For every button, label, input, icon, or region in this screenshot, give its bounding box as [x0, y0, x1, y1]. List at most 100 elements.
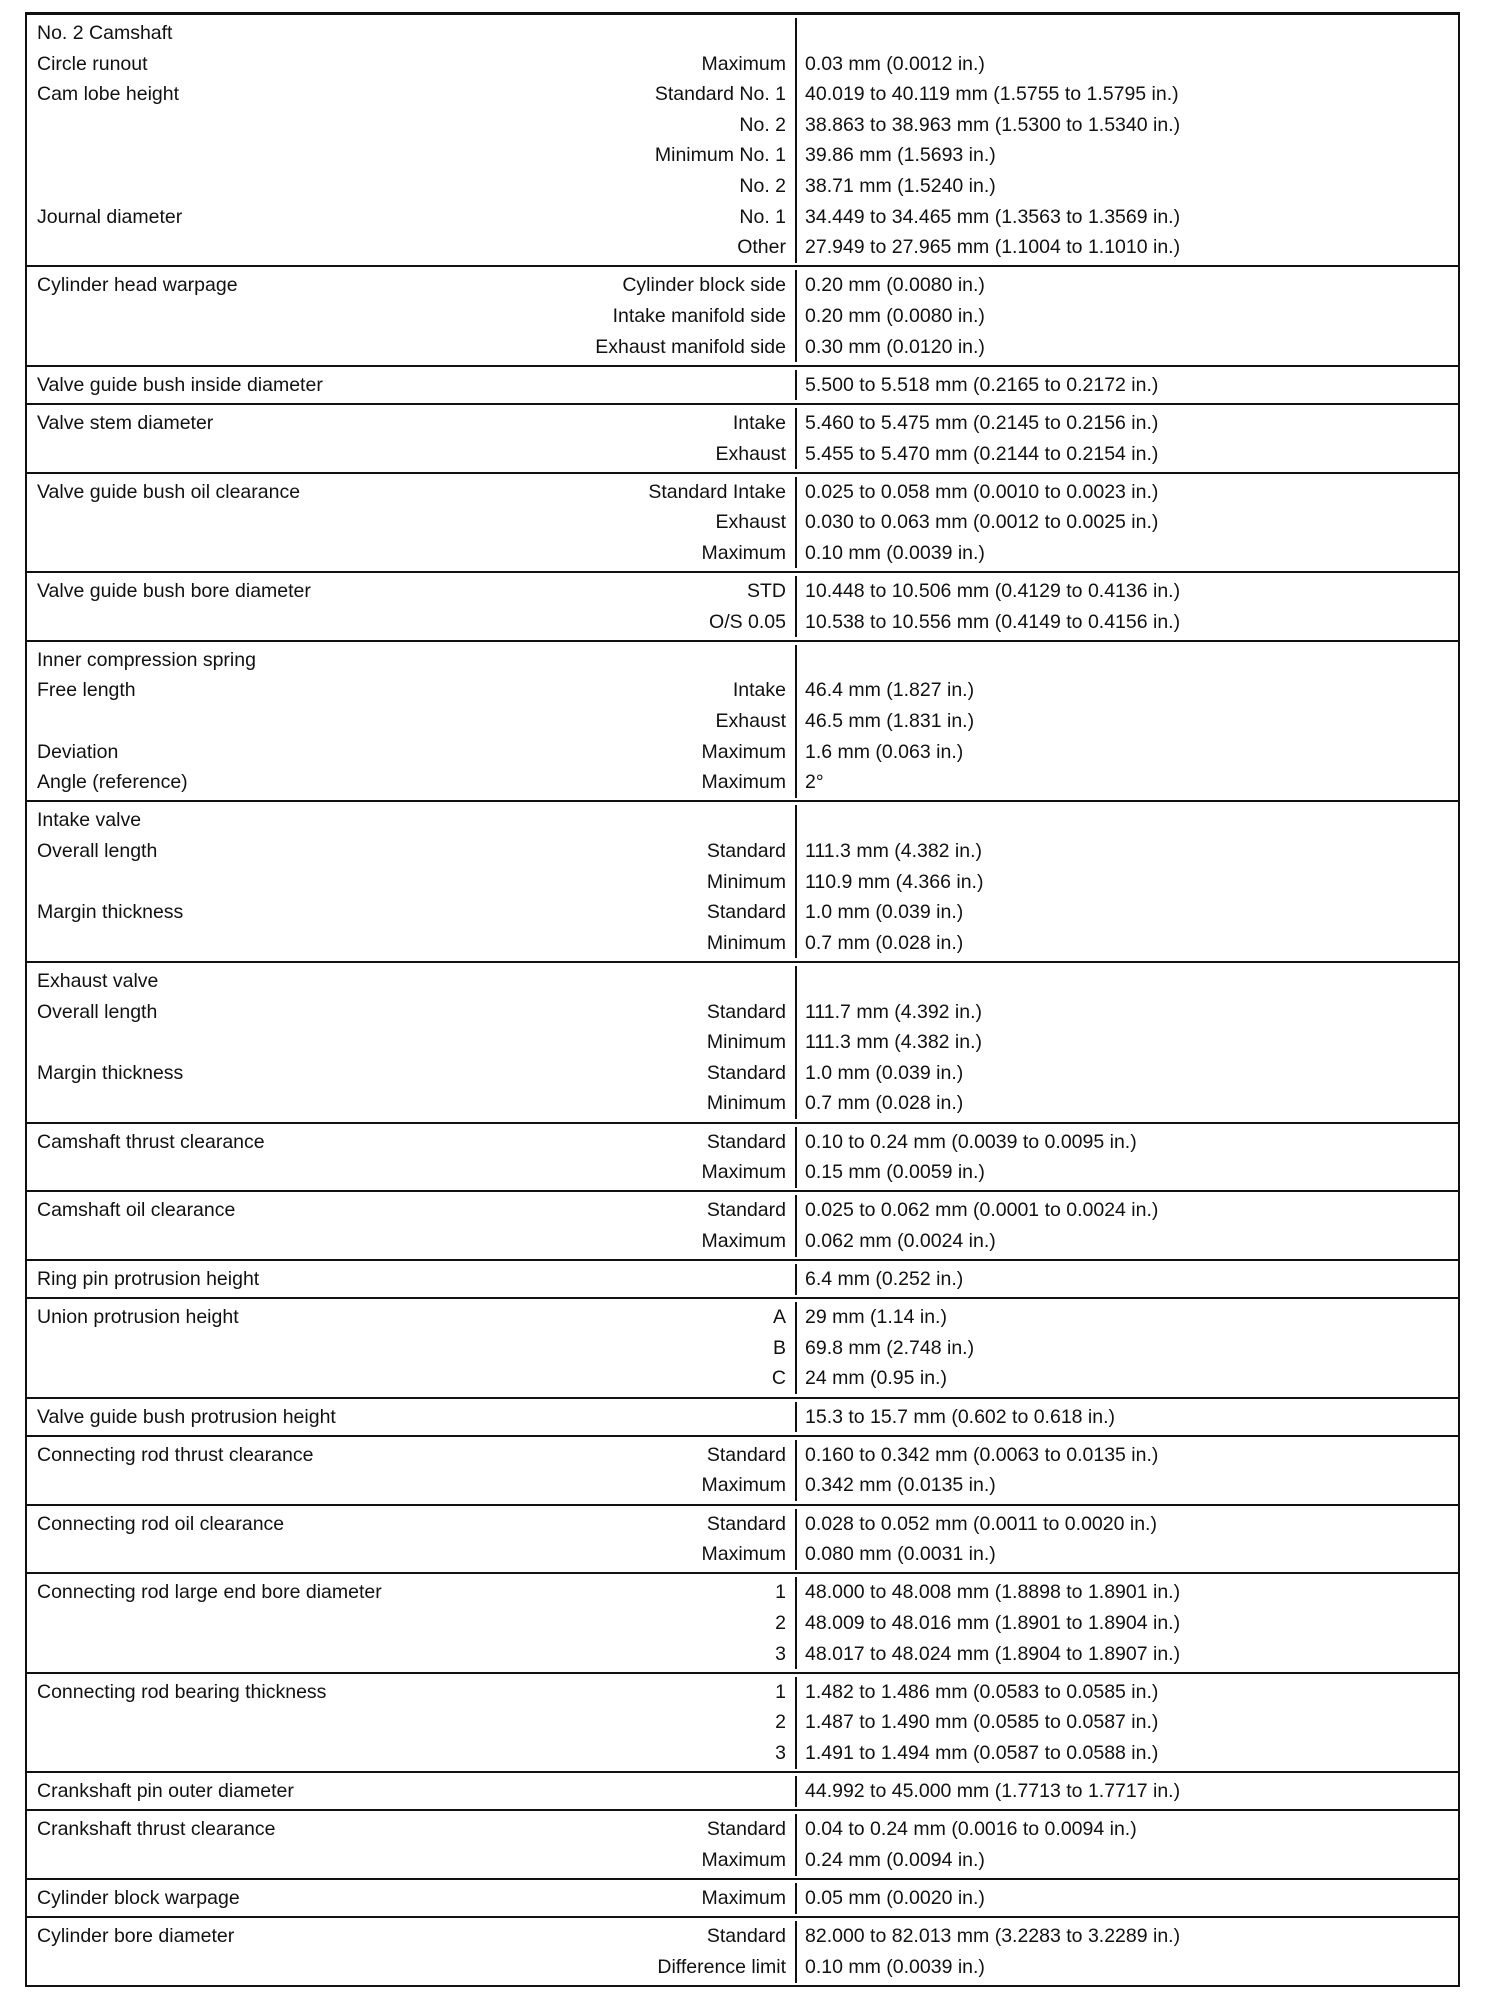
- spec-value: [797, 645, 1458, 676]
- spec-section: Inner compression spring Free length Intak…: [27, 639, 1458, 801]
- condition-label: Cylinder block side: [622, 274, 786, 297]
- condition-label: Standard: [706, 1130, 786, 1153]
- condition-label: Maximum: [701, 1848, 786, 1871]
- item-label: Deviation: [37, 740, 119, 763]
- value-column: 46.4 mm (1.827 in.) 46.5 mm (1.831 in.) 1.…: [797, 645, 1458, 798]
- item-label: Angle (reference): [37, 771, 188, 794]
- spec-section: Union protrusion height A B C 29 mm (1.14 in…: [27, 1297, 1458, 1396]
- spec-row-label: C: [27, 1363, 795, 1394]
- condition-label: 2: [775, 1711, 786, 1734]
- spec-section: Valve guide bush bore diameter STD O/S 0.0…: [27, 571, 1458, 640]
- condition-label: Intake: [732, 679, 786, 702]
- condition-label: Intake manifold side: [612, 304, 786, 327]
- spec-value: 0.025 to 0.058 mm (0.0010 to 0.0023 in.): [805, 480, 1159, 503]
- item-column: Valve guide bush bore diameter STD O/S 0.0…: [27, 576, 797, 638]
- spec-value: 69.8 mm (2.748 in.): [805, 1336, 975, 1359]
- item-label: Connecting rod large end bore diameter: [37, 1581, 382, 1604]
- spec-value: 39.86 mm (1.5693 in.): [805, 144, 996, 167]
- condition-label: Exhaust: [715, 710, 786, 733]
- value-column: 29 mm (1.14 in.) 69.8 mm (2.748 in.) 24 mm…: [797, 1302, 1458, 1394]
- item-column: Connecting rod bearing thickness 1 2 3: [27, 1676, 797, 1769]
- spec-value: 0.15 mm (0.0059 in.): [805, 1161, 985, 1184]
- spec-value: 0.04 to 0.24 mm (0.0016 to 0.0094 in.): [805, 1818, 1137, 1841]
- item-column: Intake valve Overall length Standard Minimu…: [27, 805, 797, 959]
- item-label: Circle runout: [37, 52, 148, 75]
- item-label: Union protrusion height: [37, 1306, 239, 1329]
- spec-value: 2°: [805, 771, 824, 794]
- condition-label: Minimum: [706, 1031, 786, 1054]
- spec-row-label: Crankshaft thrust clearance Standard: [27, 1814, 795, 1845]
- item-column: Cylinder head warpage Cylinder block side…: [27, 270, 797, 363]
- spec-value: 0.20 mm (0.0080 in.): [805, 304, 985, 327]
- spec-section: Valve guide bush inside diameter 5.500 to…: [27, 364, 1458, 403]
- spec-section: Ring pin protrusion height 6.4 mm (0.252 …: [27, 1259, 1458, 1297]
- item-label: Valve guide bush bore diameter: [37, 580, 311, 603]
- spec-row-label: Overall length Standard: [27, 997, 795, 1028]
- spec-value: 0.05 mm (0.0020 in.): [805, 1887, 985, 1910]
- spec-value: 38.863 to 38.963 mm (1.5300 to 1.5340 in…: [805, 113, 1181, 136]
- value-column: 0.025 to 0.058 mm (0.0010 to 0.0023 in.)…: [797, 477, 1458, 569]
- spec-row-label: Union protrusion height A: [27, 1302, 795, 1333]
- spec-value: 111.3 mm (4.382 in.): [805, 840, 983, 862]
- spec-value: 44.992 to 45.000 mm (1.7713 to 1.7717 in…: [805, 1780, 1181, 1803]
- value-column: 111.7 mm (4.392 in.) 111.3 mm (4.382 in.)…: [797, 966, 1458, 1119]
- spec-row-label: Connecting rod thrust clearance Standard: [27, 1440, 795, 1471]
- spec-row-label: Ring pin protrusion height: [27, 1264, 795, 1295]
- spec-row-label: 3: [27, 1639, 795, 1670]
- spec-value: 110.9 mm (4.366 in.): [805, 870, 984, 893]
- condition-label: Minimum No. 1: [654, 144, 786, 167]
- spec-value: 0.342 mm (0.0135 in.): [805, 1474, 996, 1497]
- value-column: 0.025 to 0.062 mm (0.0001 to 0.0024 in.)…: [797, 1195, 1458, 1256]
- spec-section: Valve guide bush protrusion height 15.3 t…: [27, 1396, 1458, 1435]
- spec-value: 0.028 to 0.052 mm (0.0011 to 0.0020 in.): [805, 1512, 1157, 1535]
- item-label: Valve guide bush inside diameter: [37, 373, 323, 396]
- spec-row-label: Free length Intake: [27, 675, 795, 706]
- spec-value: 82.000 to 82.013 mm (3.2283 to 3.2289 in…: [805, 1925, 1181, 1948]
- condition-label: Maximum: [701, 1229, 786, 1252]
- condition-label: No. 2: [739, 113, 786, 136]
- condition-label: Exhaust: [715, 442, 786, 465]
- spec-value: 5.455 to 5.470 mm (0.2144 to 0.2154 in.): [805, 442, 1159, 465]
- condition-label: Standard: [706, 1818, 786, 1841]
- item-column: Camshaft thrust clearance Standard Maximum: [27, 1126, 797, 1188]
- condition-label: Standard: [706, 1199, 786, 1222]
- spec-value: 6.4 mm (0.252 in.): [805, 1268, 964, 1291]
- spec-row-label: Journal diameter No. 1: [27, 202, 795, 233]
- condition-label: Standard: [706, 901, 786, 924]
- item-column: Valve guide bush inside diameter: [27, 369, 797, 401]
- spec-section: Connecting rod large end bore diameter 1 2…: [27, 1572, 1458, 1671]
- value-column: 0.20 mm (0.0080 in.) 0.20 mm (0.0080 in.)…: [797, 270, 1458, 362]
- spec-value: 0.025 to 0.062 mm (0.0001 to 0.0024 in.): [805, 1199, 1159, 1222]
- value-column: 1.482 to 1.486 mm (0.0583 to 0.0585 in.)…: [797, 1677, 1458, 1769]
- item-column: Exhaust valve Overall length Standard Minim…: [27, 965, 797, 1119]
- spec-section: Intake valve Overall length Standard Minimu…: [27, 800, 1458, 961]
- item-label: Camshaft oil clearance: [37, 1199, 236, 1222]
- item-label: Journal diameter: [37, 205, 183, 228]
- spec-value: 1.487 to 1.490 mm (0.0585 to 0.0587 in.): [805, 1711, 1159, 1734]
- item-label: Valve stem diameter: [37, 411, 214, 434]
- value-column: 44.992 to 45.000 mm (1.7713 to 1.7717 in…: [797, 1776, 1458, 1807]
- spec-value: 0.20 mm (0.0080 in.): [805, 274, 985, 297]
- spec-row-label: Maximum: [27, 1845, 795, 1876]
- item-label: Margin thickness: [37, 1061, 184, 1084]
- spec-row-label: 3: [27, 1738, 795, 1769]
- spec-row-label: Difference limit: [27, 1952, 795, 1983]
- item-column: Valve guide bush protrusion height: [27, 1401, 797, 1433]
- spec-row-label: Minimum: [27, 928, 795, 959]
- item-label: Connecting rod thrust clearance: [37, 1443, 314, 1466]
- item-column: Valve guide bush oil clearance Standard I…: [27, 476, 797, 569]
- spec-row-label: Valve stem diameter Intake: [27, 408, 795, 439]
- spec-row-label: Maximum: [27, 1226, 795, 1257]
- item-column: Cylinder block warpage Maximum: [27, 1883, 797, 1914]
- spec-row-label: Exhaust: [27, 439, 795, 470]
- condition-label: Standard No. 1: [654, 83, 786, 106]
- spec-row-label: Minimum No. 1: [27, 140, 795, 171]
- spec-value: 1.482 to 1.486 mm (0.0583 to 0.0585 in.): [805, 1680, 1159, 1703]
- condition-label: Difference limit: [657, 1955, 786, 1978]
- spec-section: Connecting rod thrust clearance Standard M…: [27, 1434, 1458, 1504]
- spec-row-label: Maximum: [27, 1470, 795, 1501]
- spec-value: 1.0 mm (0.039 in.): [805, 1061, 964, 1084]
- item-label: Crankshaft pin outer diameter: [37, 1780, 294, 1803]
- condition-label: Standard: [706, 1512, 786, 1535]
- spec-row-label: Cam lobe height Standard No. 1: [27, 79, 795, 110]
